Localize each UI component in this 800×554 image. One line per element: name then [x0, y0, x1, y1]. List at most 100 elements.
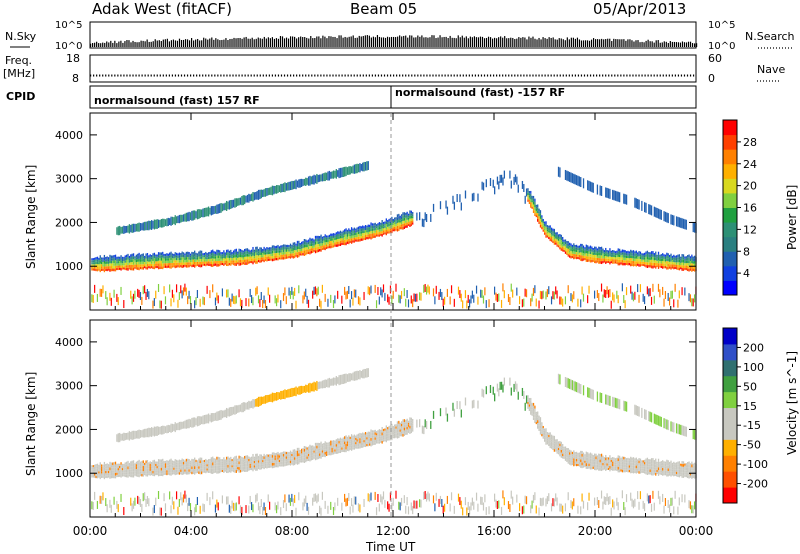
power-echo	[367, 286, 369, 295]
velocity-echo	[219, 462, 221, 466]
power-echo	[662, 253, 664, 256]
velocity-echo	[232, 462, 235, 465]
power-echo	[337, 239, 339, 242]
velocity-echo	[125, 432, 128, 440]
velocity-echo	[314, 445, 317, 449]
velocity-echo	[110, 465, 113, 468]
power-echo	[657, 257, 660, 261]
velocity-echo	[110, 473, 113, 476]
power-echo	[613, 252, 615, 255]
noise-mark	[336, 38, 338, 47]
power-echo	[162, 266, 164, 270]
power-echo	[420, 292, 422, 301]
velocity-echo	[366, 432, 368, 435]
power-echo	[105, 291, 107, 300]
frequency-mark	[465, 74, 467, 77]
velocity-echo	[131, 471, 133, 475]
power-echo	[277, 185, 279, 194]
velocity-echo	[153, 462, 156, 466]
power-echo	[578, 250, 581, 253]
power-echo	[675, 255, 678, 258]
power-echo	[638, 199, 640, 210]
power-echo	[107, 268, 110, 271]
power-echo	[180, 285, 182, 294]
velocity-echo	[116, 472, 118, 475]
power-echo	[446, 206, 449, 215]
velocity-echo	[384, 432, 386, 435]
power-echo	[600, 185, 603, 196]
velocity-echo	[100, 475, 103, 478]
power-echo	[571, 244, 574, 248]
power-echo	[384, 221, 386, 224]
power-echo	[302, 295, 304, 304]
velocity-echo	[200, 463, 203, 466]
velocity-echo	[356, 446, 358, 449]
velocity-echo	[185, 469, 187, 472]
power-echo	[309, 251, 311, 255]
velocity-echo	[344, 436, 346, 439]
power-echo	[377, 286, 379, 295]
power-echo	[99, 260, 101, 264]
noise-mark	[441, 37, 443, 47]
power-echo	[282, 244, 285, 247]
power-echo	[645, 259, 647, 263]
velocity-echo	[263, 464, 265, 467]
noise-mark	[388, 37, 391, 47]
power-echo	[607, 254, 610, 257]
power-echo	[646, 253, 649, 257]
power-echo	[398, 225, 400, 229]
power-echo	[548, 232, 550, 235]
power-echo	[178, 291, 180, 300]
frequency-mark	[447, 74, 449, 77]
velocity-echo	[353, 496, 355, 505]
velocity-echo	[249, 401, 251, 409]
velocity-echo	[385, 439, 387, 443]
noise-left-tick-top: 10^5	[55, 20, 82, 31]
power-echo	[202, 261, 204, 264]
power-echo	[277, 244, 279, 248]
power-echo	[652, 254, 654, 257]
velocity-echo	[109, 475, 111, 479]
velocity-echo	[357, 446, 360, 449]
power-echo	[181, 259, 183, 263]
frequency-mark	[344, 74, 346, 77]
velocity-echo	[192, 469, 194, 472]
power-echo	[96, 268, 99, 272]
velocity-echo	[209, 458, 211, 462]
velocity-echo	[239, 458, 242, 462]
power-echo	[146, 221, 149, 231]
power-echo	[331, 240, 333, 244]
velocity-echo	[292, 460, 294, 463]
velocity-echo	[159, 467, 161, 471]
power-echo	[275, 250, 278, 253]
noise-mark	[340, 35, 342, 47]
power-echo	[267, 256, 269, 259]
power-echo	[294, 255, 296, 259]
power-echo	[320, 237, 322, 241]
power-echo	[618, 251, 621, 255]
power-echo	[248, 254, 250, 257]
power-echo	[159, 300, 161, 309]
velocity-echo	[259, 396, 261, 406]
velocity-echo	[377, 432, 379, 435]
velocity-echo	[234, 405, 236, 415]
velocity-echo	[202, 464, 204, 467]
power-echo	[587, 253, 589, 257]
power-echo	[231, 293, 233, 302]
power-echo	[348, 236, 350, 239]
noise-mark	[176, 40, 179, 47]
power-echo	[607, 250, 610, 253]
power-echo	[634, 258, 636, 262]
velocity-echo	[375, 441, 378, 444]
power-echo	[664, 266, 667, 269]
velocity-echo	[371, 442, 374, 446]
power-echo	[410, 223, 412, 227]
velocity-echo	[280, 457, 282, 460]
power-echo	[625, 194, 628, 205]
velocity-echo	[377, 430, 379, 433]
power-echo	[346, 236, 349, 240]
noise-mark	[663, 41, 665, 47]
velocity-echo	[400, 497, 403, 506]
power-echo	[169, 257, 171, 261]
power-echo	[223, 255, 225, 259]
